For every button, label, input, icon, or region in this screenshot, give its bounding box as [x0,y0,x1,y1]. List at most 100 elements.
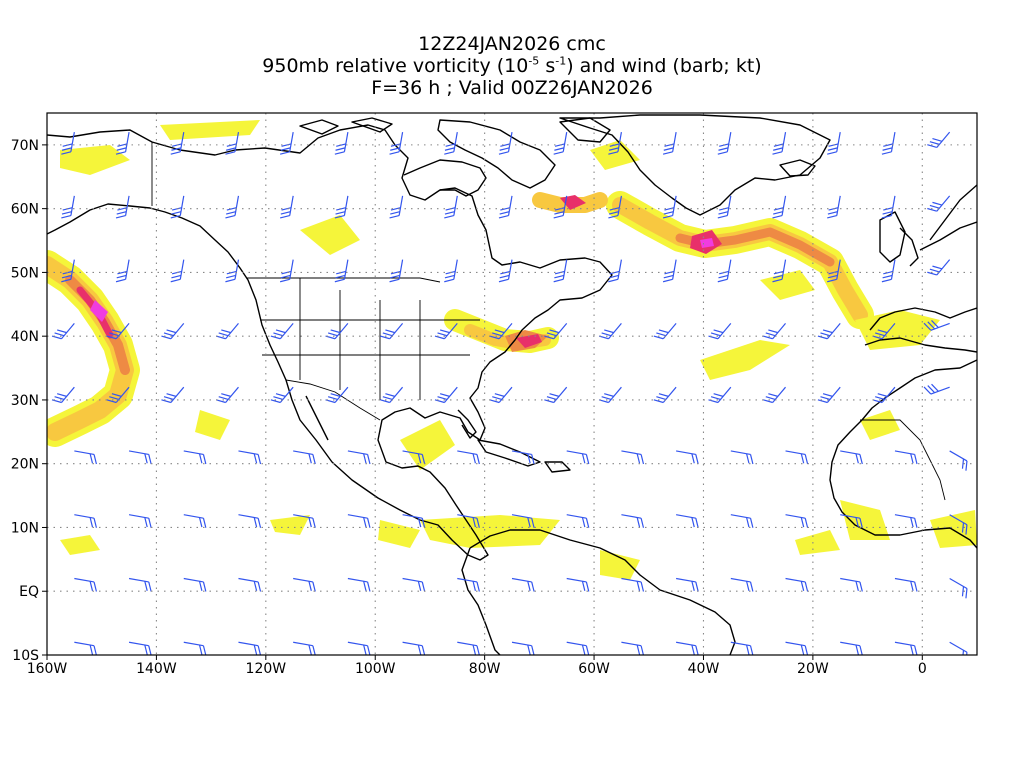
wind-barb [434,323,458,340]
title-line-2-mid: s [539,55,556,77]
wind-barb [840,514,863,528]
wind-barb [444,259,458,283]
wind-barb [881,195,896,219]
vort-patch [300,215,360,255]
wind-barb [380,323,404,340]
wind-barb [763,386,786,404]
wind-barb [434,386,458,404]
title-exponent-2: -1 [555,54,567,68]
wind-barb [238,450,262,465]
wind-barb [827,259,841,283]
lon-label: 140W [136,661,177,677]
wind-barb [949,641,968,655]
wind-barb [225,259,240,283]
wind-barb [457,450,480,465]
wind-barb [444,195,458,219]
wind-barb [170,259,185,283]
wind-barb [270,323,294,340]
wind-barb [598,386,622,404]
wind-barb [128,577,152,592]
wind-barb [717,259,732,283]
wind-barb [170,195,185,219]
lat-label: 10N [11,520,39,536]
wind-barb [949,514,968,535]
lat-label: 60N [11,202,39,218]
wind-barb [347,577,371,592]
wind-barb [61,195,75,219]
vort-patch [590,140,640,170]
wind-barb [923,320,950,331]
wind-barb [225,132,240,155]
wind-barb [730,577,754,592]
wind-barb [544,323,568,340]
wind-barb [457,577,480,592]
lon-label: 100W [355,661,396,677]
wind-barb [74,514,98,528]
wind-barb [293,641,316,655]
wind-barb [927,131,951,149]
wind-barb [183,514,207,528]
wind-barb [730,450,754,465]
wind-barb [662,195,677,219]
wind-barb [881,132,896,155]
wind-barb [894,577,918,592]
wind-barb [161,323,185,340]
vort-patch [195,410,230,440]
vort-patch [600,550,640,580]
title-line-2: 950mb relative vorticity (10-5 s-1) and … [0,55,1024,77]
latitude-labels: 70N 60N 50N 40N 30N 20N 10N EQ 10S [11,138,39,664]
wind-barb [238,514,262,528]
wind-barb [763,323,786,340]
lat-label: EQ [19,584,39,600]
wind-barb [511,514,535,528]
wind-barb [128,514,152,528]
lon-label: 40W [688,661,720,677]
wind-barb [949,450,968,471]
wind-barb [74,450,98,465]
wind-barb [215,323,239,340]
vort-patch [270,515,310,535]
wind-barb [325,386,349,404]
lat-lon-grid [47,113,977,655]
wind-barb [772,195,787,219]
wind-barb [402,577,426,592]
political-borders [151,142,946,501]
wind-barb [676,450,699,465]
wind-barb [51,323,75,340]
lon-label: 20W [797,661,829,677]
wind-barb [817,323,841,340]
wind-barb [927,195,951,212]
wind-barb [785,450,809,465]
vort-patch [420,515,560,548]
wind-barb [115,259,130,283]
wind-barb [498,132,513,155]
wind-barb [402,641,426,655]
wind-barb [489,323,513,340]
lon-label: 0 [918,661,927,677]
title-line-2-pre: 950mb relative vorticity (10 [262,55,529,77]
wind-barb [238,577,262,592]
wind-barb [566,641,590,655]
wind-barb [676,641,699,655]
wind-barb [927,259,951,276]
wind-barb [653,386,677,404]
vort-patch [795,530,840,555]
vort-patch [60,535,100,555]
wind-barb [662,259,677,283]
vort-patch [930,510,977,548]
vort-patch [160,120,260,140]
wind-barb [334,259,349,283]
wind-barb [566,450,590,465]
wind-barb [457,514,480,528]
vort-patch [700,340,790,380]
wind-barb [293,577,316,592]
wind-barb [293,514,316,528]
title-exponent-1: -5 [528,54,540,68]
lat-label: 10S [12,648,39,664]
wind-barb [894,641,918,655]
wind-barb [923,383,950,395]
wind-barb [621,514,645,528]
wind-barb [544,386,568,404]
wind-barb [730,514,754,528]
wind-barb [498,259,513,283]
